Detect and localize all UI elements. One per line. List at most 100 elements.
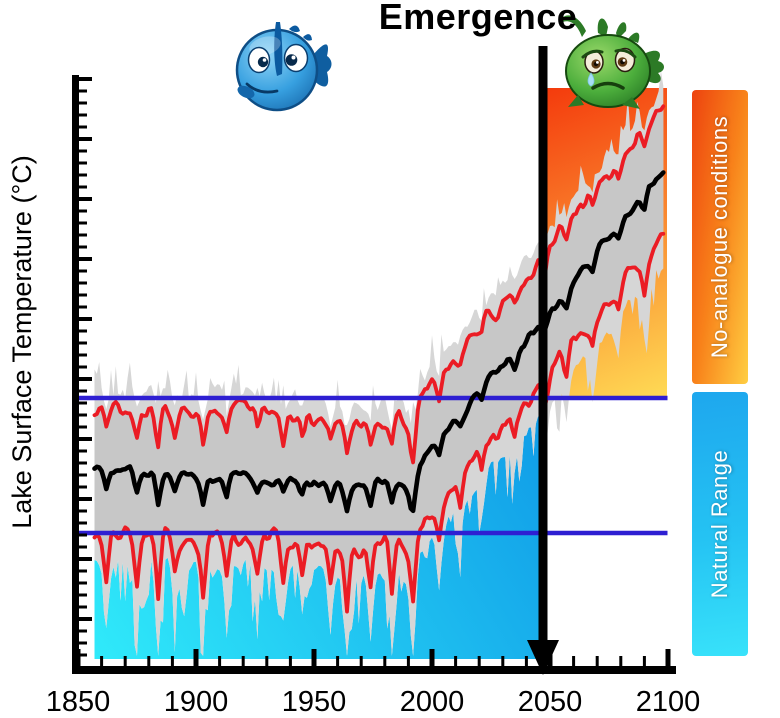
x-axis-minor-tick — [241, 656, 245, 666]
emergence-arrow — [527, 46, 559, 675]
x-axis-minor-tick — [359, 656, 363, 666]
y-axis-minor-tick — [79, 509, 87, 513]
x-axis-minor-tick — [170, 656, 174, 666]
x-axis-minor-tick — [595, 656, 599, 666]
y-axis-minor-tick — [79, 209, 87, 213]
y-axis-major-tick — [79, 317, 92, 321]
x-axis-minor-tick — [406, 656, 410, 666]
x-axis-minor-tick — [501, 656, 505, 666]
y-axis-minor-tick — [79, 641, 87, 645]
x-axis-minor-tick — [288, 656, 292, 666]
y-axis-minor-tick — [79, 233, 87, 237]
x-axis-minor-tick — [123, 656, 127, 666]
emergence-arrow-head — [527, 640, 559, 675]
y-axis-minor-tick — [79, 293, 87, 297]
x-tick-label-2000: 2000 — [399, 686, 465, 718]
natural-range-legend-label: Natural Range — [707, 449, 732, 599]
y-axis-minor-tick — [79, 161, 87, 165]
upper-envelope-line — [92, 104, 666, 465]
x-axis-major-tick — [429, 649, 435, 666]
y-axis-minor-tick — [79, 473, 87, 477]
y-axis-minor-tick — [79, 89, 87, 93]
y-axis-minor-tick — [79, 113, 87, 117]
emergence-arrow-shaft — [538, 46, 548, 642]
natural-range-legend-bar: Natural Range — [692, 392, 748, 656]
y-axis-major-tick — [79, 197, 92, 201]
y-axis-label: Lake Surface Temperature (°C) — [7, 155, 37, 529]
x-axis-minor-tick — [336, 656, 340, 666]
y-axis-minor-tick — [79, 125, 87, 129]
y-axis-spine — [72, 75, 79, 674]
natural-range-region-fill — [94, 415, 543, 659]
y-axis-minor-tick — [79, 329, 87, 333]
model-envelope-band — [94, 106, 664, 612]
y-axis-minor-tick — [79, 485, 87, 489]
x-axis-minor-tick — [619, 656, 623, 666]
y-axis-minor-tick — [79, 185, 87, 189]
y-axis-minor-tick — [79, 629, 87, 633]
happy-fish-icon — [235, 22, 332, 112]
x-tick-label-1850: 1850 — [45, 686, 111, 718]
y-axis-major-tick — [79, 137, 92, 141]
x-axis-minor-tick — [218, 656, 222, 666]
ensemble-mean-line — [92, 170, 666, 514]
y-axis-minor-tick — [79, 569, 87, 573]
y-axis-minor-tick — [79, 173, 87, 177]
y-axis-minor-tick — [79, 425, 87, 429]
x-axis-spine — [72, 666, 676, 674]
axes — [72, 75, 676, 674]
y-axis-minor-tick — [79, 605, 87, 609]
y-axis-minor-tick — [79, 353, 87, 357]
x-tick-label-2050: 2050 — [517, 686, 583, 718]
y-axis-minor-tick — [79, 413, 87, 417]
x-axis-minor-tick — [572, 656, 576, 666]
y-axis-minor-tick — [79, 533, 87, 537]
y-axis-major-tick — [79, 557, 92, 561]
no-analogue-legend-label: No-analogue conditions — [707, 115, 733, 359]
x-tick-label-2100: 2100 — [635, 686, 701, 718]
y-axis-minor-tick — [79, 449, 87, 453]
x-axis-major-tick — [193, 649, 199, 666]
x-axis-major-tick — [75, 649, 81, 666]
sad-fish-icon — [560, 15, 664, 109]
chart-title: Emergence — [378, 0, 578, 37]
y-axis-minor-tick — [79, 389, 87, 393]
y-axis-minor-tick — [79, 221, 87, 225]
y-axis-major-tick — [79, 437, 92, 441]
x-axis-minor-tick — [642, 656, 646, 666]
x-axis-major-tick — [311, 649, 317, 666]
y-axis-minor-tick — [79, 305, 87, 309]
x-axis-minor-tick — [383, 656, 387, 666]
x-axis-minor-tick — [100, 656, 104, 666]
y-axis-minor-tick — [79, 365, 87, 369]
y-axis-major-tick — [79, 77, 92, 81]
x-tick-label-1950: 1950 — [281, 686, 347, 718]
y-axis-minor-tick — [79, 401, 87, 405]
x-axis-minor-tick — [265, 656, 269, 666]
y-axis-minor-tick — [79, 521, 87, 525]
x-tick-label-1900: 1900 — [163, 686, 229, 718]
y-axis-minor-tick — [79, 101, 87, 105]
y-axis-minor-tick — [79, 281, 87, 285]
y-axis-minor-tick — [79, 341, 87, 345]
x-axis-minor-tick — [454, 656, 458, 666]
x-axis-major-tick — [665, 649, 671, 666]
y-axis-minor-tick — [79, 581, 87, 585]
y-axis-major-tick — [79, 497, 92, 501]
y-axis-minor-tick — [79, 545, 87, 549]
y-axis-major-tick — [79, 257, 92, 261]
x-axis-minor-tick — [147, 656, 151, 666]
x-axis-minor-tick — [524, 656, 528, 666]
y-axis-minor-tick — [79, 245, 87, 249]
lower-envelope-line — [92, 231, 666, 614]
y-axis-minor-tick — [79, 593, 87, 597]
y-axis-major-tick — [79, 377, 92, 381]
no-analogue-legend-bar: No-analogue conditions — [692, 90, 748, 384]
x-axis-minor-tick — [477, 656, 481, 666]
y-axis-major-tick — [79, 617, 92, 621]
y-axis-minor-tick — [79, 269, 87, 273]
y-axis-minor-tick — [79, 149, 87, 153]
y-axis-minor-tick — [79, 461, 87, 465]
